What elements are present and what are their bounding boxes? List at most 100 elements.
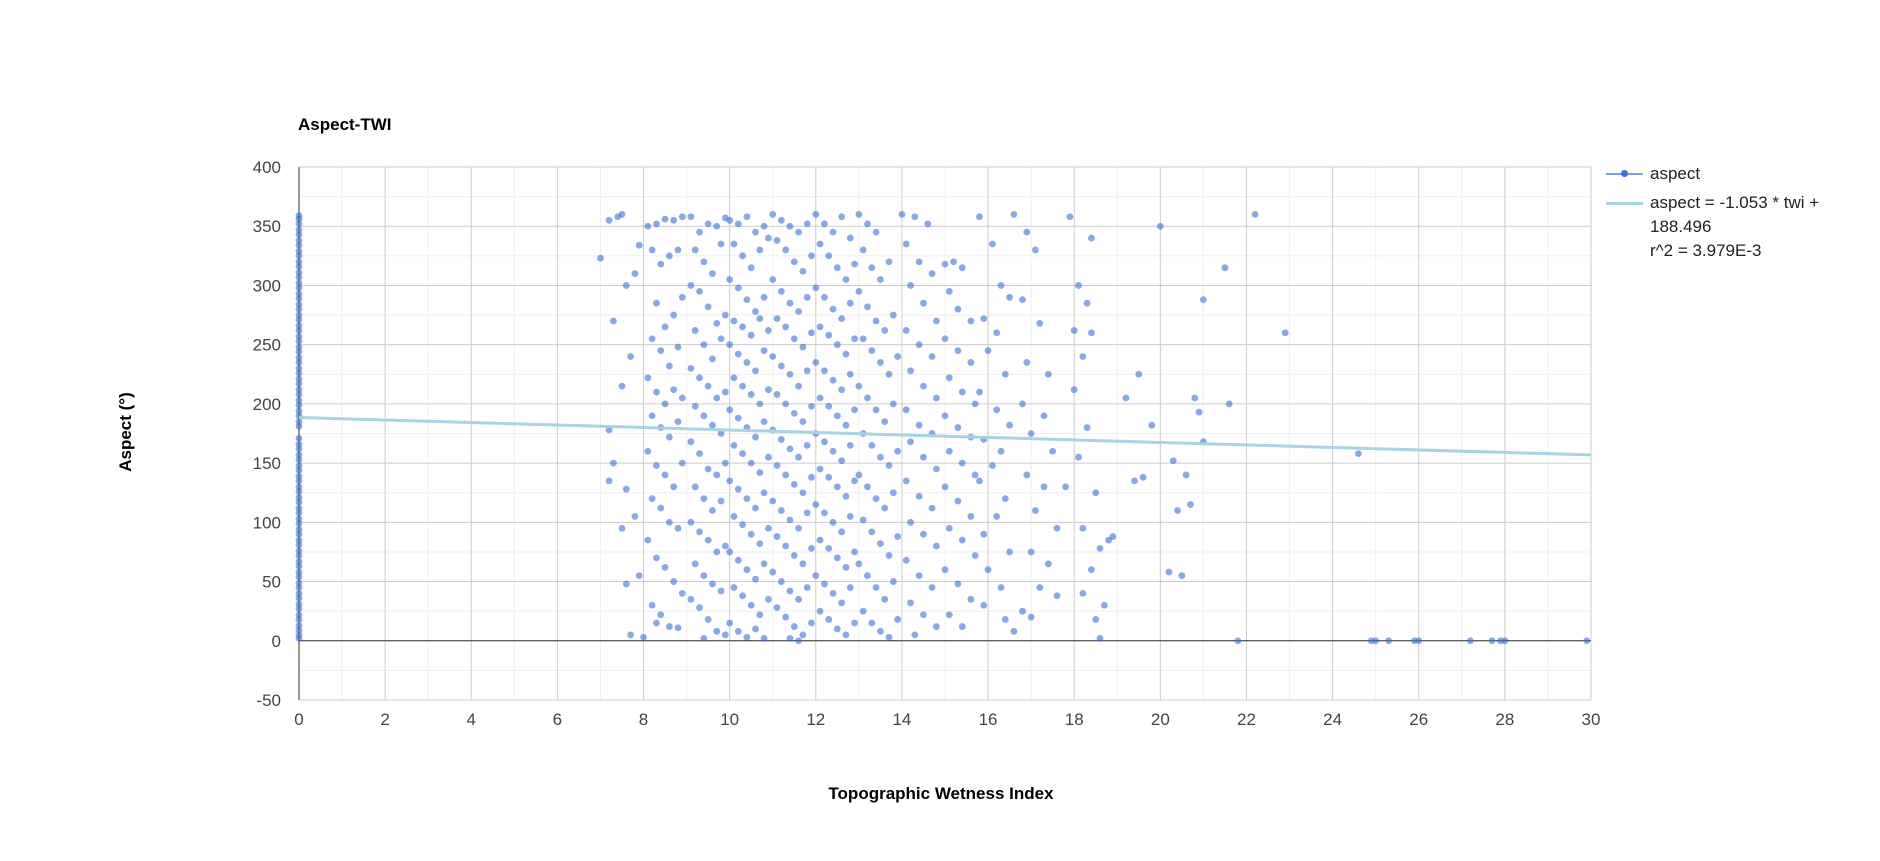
data-point (1066, 213, 1074, 221)
data-point (687, 518, 695, 526)
data-point (739, 592, 746, 600)
data-point (1251, 210, 1259, 218)
data-point (295, 547, 303, 555)
data-point (868, 347, 876, 354)
data-point (997, 447, 1005, 455)
data-point (687, 213, 695, 221)
data-point (790, 552, 798, 559)
data-point (855, 382, 863, 390)
data-point (691, 483, 699, 491)
data-point (808, 473, 815, 481)
data-point (786, 445, 794, 453)
data-point (734, 350, 742, 358)
data-point (295, 284, 303, 292)
data-point (902, 406, 910, 414)
data-point (644, 222, 652, 230)
data-point (734, 556, 742, 564)
data-point (1281, 329, 1289, 337)
data-point (756, 611, 764, 619)
data-point (678, 394, 686, 402)
data-point (928, 584, 936, 591)
data-point (859, 246, 867, 254)
data-point (920, 453, 927, 461)
data-point (889, 400, 897, 408)
data-point (670, 483, 678, 491)
data-point (958, 459, 966, 467)
data-point (795, 637, 802, 645)
data-point (1501, 637, 1509, 645)
trendline (298, 416, 1592, 457)
data-point (799, 267, 807, 275)
data-point (954, 305, 962, 313)
y-tick-label: -50 (256, 691, 281, 710)
data-point (777, 578, 785, 585)
data-point (954, 580, 962, 588)
data-point (713, 471, 721, 479)
data-point (717, 497, 725, 505)
data-point (721, 388, 729, 396)
data-point (1027, 548, 1035, 556)
data-point (786, 370, 794, 378)
x-axis-label: Topographic Wetness Index (0, 784, 1880, 804)
y-tick-label: 350 (253, 217, 281, 236)
data-point (605, 426, 613, 434)
data-point (743, 213, 751, 221)
data-point (295, 391, 303, 398)
legend-item-aspect[interactable]: aspect (1606, 162, 1850, 186)
data-point (739, 521, 746, 529)
data-point (653, 388, 660, 396)
data-point (644, 536, 652, 544)
data-point (726, 619, 734, 627)
data-point (739, 323, 746, 331)
data-point (842, 276, 850, 283)
data-point (691, 246, 699, 254)
data-point (730, 374, 738, 382)
data-point (691, 402, 699, 410)
data-point (730, 240, 738, 248)
data-point (635, 241, 643, 249)
data-point (1019, 400, 1026, 408)
data-point (1036, 319, 1044, 327)
data-point (730, 441, 738, 449)
data-point (816, 465, 824, 473)
data-point (657, 347, 665, 354)
x-tick-label: 4 (467, 710, 476, 729)
data-point (1174, 507, 1181, 514)
data-point (747, 459, 755, 467)
data-point (825, 331, 833, 339)
data-point (674, 246, 682, 254)
data-point (295, 380, 303, 388)
data-point (739, 382, 746, 390)
data-point (885, 633, 893, 641)
data-point (1075, 282, 1082, 289)
data-point (846, 299, 854, 307)
data-point (765, 386, 772, 394)
data-point (721, 311, 729, 319)
data-point (881, 327, 889, 334)
data-point (1225, 400, 1233, 408)
data-point (756, 315, 764, 323)
data-point (743, 495, 751, 503)
legend-item-trendline[interactable]: aspect = -1.053 * twi + 188.496 r^2 = 3.… (1606, 191, 1850, 263)
data-point (295, 375, 303, 383)
data-point (1032, 507, 1039, 514)
data-point (1053, 592, 1061, 600)
data-point (295, 359, 303, 366)
data-point (838, 213, 846, 221)
data-point (752, 625, 759, 633)
data-point (605, 477, 613, 485)
x-tick-label: 10 (720, 710, 739, 729)
x-tick-label: 18 (1065, 710, 1084, 729)
data-point (932, 542, 940, 550)
data-point (976, 213, 983, 221)
data-point (661, 563, 669, 571)
x-tick-label: 12 (806, 710, 825, 729)
data-point (717, 240, 725, 248)
data-point (795, 228, 802, 236)
data-point (945, 524, 953, 532)
data-point (782, 542, 790, 550)
data-point (1019, 296, 1026, 304)
data-point (808, 252, 815, 260)
data-point (760, 347, 768, 354)
